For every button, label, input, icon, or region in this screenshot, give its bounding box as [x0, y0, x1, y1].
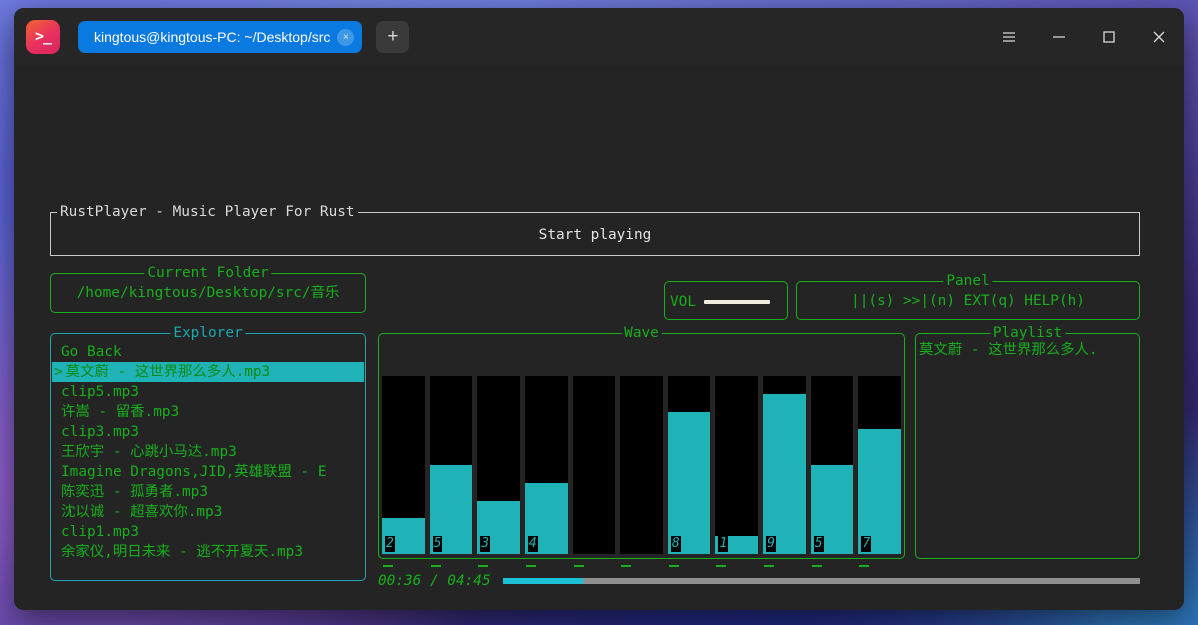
- explorer-item-label: Go Back: [61, 344, 122, 360]
- wave-bar-fill: [667, 411, 711, 554]
- explorer-item[interactable]: 王欣宇 - 心跳小马达.mp3: [52, 442, 364, 462]
- volume-panel[interactable]: VOL: [664, 281, 788, 320]
- wave-bar: 2: [382, 376, 425, 567]
- wave-title: Wave: [621, 324, 662, 342]
- explorer-item-label: 余家仪,明日未来 - 逃不开夏天.mp3: [61, 544, 303, 560]
- terminal-content: RustPlayer - Music Player For Rust Start…: [14, 66, 1184, 610]
- progress-fill: [502, 578, 583, 584]
- explorer-item[interactable]: clip3.mp3: [52, 422, 364, 442]
- wave-bar-value: 2: [385, 536, 395, 552]
- wave-bar-value: 8: [670, 536, 681, 552]
- explorer-item-label: 沈以诚 - 超喜欢你.mp3: [61, 504, 223, 520]
- app-title: RustPlayer - Music Player For Rust: [57, 203, 358, 221]
- explorer-item[interactable]: 沈以诚 - 超喜欢你.mp3: [52, 502, 364, 522]
- explorer-item-label: clip3.mp3: [61, 424, 139, 440]
- explorer-item[interactable]: clip1.mp3: [52, 522, 364, 542]
- new-tab-button[interactable]: +: [376, 21, 410, 53]
- wave-axis-tick: [383, 565, 393, 567]
- close-icon[interactable]: [1134, 8, 1184, 66]
- explorer-item-label: 王欣宇 - 心跳小马达.mp3: [61, 444, 237, 460]
- wave-bar: 9: [763, 376, 806, 567]
- wave-bar: [620, 376, 663, 567]
- explorer-item[interactable]: > 莫文蔚 - 这世界那么多人.mp3: [52, 362, 364, 382]
- terminal-app-icon: >_: [26, 20, 60, 54]
- selection-caret-icon: >: [54, 364, 63, 380]
- playlist-panel[interactable]: Playlist 莫文蔚 - 这世界那么多人.: [915, 324, 1140, 559]
- explorer-item-label: clip1.mp3: [61, 524, 139, 540]
- playlist-title: Playlist: [989, 324, 1066, 342]
- wave-axis-tick: [716, 565, 727, 567]
- explorer-item-label: Imagine Dragons,JID,英雄联盟 - E: [61, 464, 327, 480]
- wave-bar: [572, 376, 616, 567]
- wave-bar-value: 4: [527, 536, 538, 552]
- explorer-item-label: clip5.mp3: [61, 384, 139, 400]
- tab-title: kingtous@kingtous-PC: ~/Desktop/src: [94, 29, 331, 45]
- explorer-item[interactable]: 许嵩 - 留香.mp3: [52, 402, 364, 422]
- wave-axis-tick: [859, 565, 870, 567]
- wave-axis-tick: [478, 565, 489, 567]
- wave-axis-tick: [811, 565, 822, 567]
- explorer-item[interactable]: clip5.mp3: [52, 382, 364, 402]
- progress-track[interactable]: [502, 578, 1140, 584]
- app-header-panel: RustPlayer - Music Player For Rust Start…: [50, 203, 1140, 256]
- maximize-icon[interactable]: [1084, 8, 1134, 66]
- player-status-text: Start playing: [538, 227, 652, 243]
- wave-bar: 7: [858, 376, 902, 567]
- minimize-icon[interactable]: [1034, 8, 1084, 66]
- wave-bar-fill: [763, 393, 806, 554]
- wave-bar-value: 9: [766, 536, 776, 552]
- wave-axis-tick: [764, 565, 775, 567]
- explorer-item-label: 莫文蔚 - 这世界那么多人.mp3: [65, 364, 271, 380]
- volume-label: VOL: [670, 294, 696, 310]
- playback-time-text: 00:36 / 04:45: [378, 573, 491, 589]
- terminal-prompt-glyph: >_: [34, 27, 52, 45]
- wave-panel: Wave 2 5 3 4 8 1 9 5 7: [378, 324, 905, 567]
- playback-progress[interactable]: 00:36 / 04:45: [378, 571, 1140, 591]
- wave-axis-tick: [430, 565, 441, 567]
- shortcut-panel-title: Panel: [943, 272, 993, 290]
- menu-icon[interactable]: [984, 8, 1034, 66]
- current-folder-title: Current Folder: [144, 264, 272, 282]
- explorer-panel[interactable]: Explorer Go Back > 莫文蔚 - 这世界那么多人.mp3 clip5.…: [50, 324, 366, 581]
- wave-bar: 4: [524, 376, 568, 567]
- current-folder-panel: Current Folder /home/kingtous/Desktop/sr…: [50, 264, 366, 313]
- tab-strip: kingtous@kingtous-PC: ~/Desktop/src × +: [78, 21, 410, 53]
- window-controls: [984, 8, 1184, 66]
- wave-bar-value: 5: [432, 536, 443, 552]
- wave-axis-tick: [621, 565, 632, 567]
- wave-bar: 1: [715, 376, 759, 567]
- explorer-item[interactable]: Go Back: [52, 342, 364, 362]
- tab-close-icon[interactable]: ×: [337, 28, 355, 46]
- wave-bar: 3: [477, 376, 520, 567]
- volume-slider[interactable]: [704, 300, 770, 304]
- playlist-item[interactable]: 莫文蔚 - 这世界那么多人.: [919, 342, 1098, 358]
- explorer-list[interactable]: Go Back > 莫文蔚 - 这世界那么多人.mp3 clip5.mp3 许嵩 - 留…: [52, 342, 364, 570]
- volume-control[interactable]: VOL: [670, 292, 784, 312]
- explorer-item[interactable]: Imagine Dragons,JID,英雄联盟 - E: [52, 462, 364, 482]
- explorer-item-label: 陈奕迅 - 孤勇者.mp3: [61, 484, 208, 500]
- wave-bar-value: 7: [861, 536, 872, 552]
- terminal-window: >_ kingtous@kingtous-PC: ~/Desktop/src ×…: [14, 8, 1184, 610]
- current-folder-path: /home/kingtous/Desktop/src/音乐: [76, 285, 340, 301]
- wave-axis-tick: [573, 565, 584, 567]
- wave-bar-value: 5: [813, 536, 824, 552]
- wave-bar: 8: [667, 376, 711, 567]
- wave-axis-tick: [525, 565, 536, 567]
- shortcut-panel: Panel ||(s) >>|(n) EXT(q) HELP(h): [796, 272, 1140, 320]
- explorer-item[interactable]: 余家仪,明日未来 - 逃不开夏天.mp3: [52, 542, 364, 562]
- explorer-title: Explorer: [170, 324, 246, 342]
- explorer-item-label: 许嵩 - 留香.mp3: [61, 404, 180, 420]
- wave-bar: 5: [429, 376, 473, 567]
- wave-bar-chart: 2 5 3 4 8 1 9 5 7: [382, 338, 902, 567]
- wave-bar: 5: [810, 376, 854, 567]
- wave-bar-fill: [858, 429, 902, 554]
- wave-axis-tick: [668, 565, 679, 567]
- shortcut-keys-text[interactable]: ||(s) >>|(n) EXT(q) HELP(h): [851, 293, 1085, 309]
- explorer-item[interactable]: 陈奕迅 - 孤勇者.mp3: [52, 482, 364, 502]
- wave-bar-value: 3: [480, 536, 491, 552]
- title-bar: >_ kingtous@kingtous-PC: ~/Desktop/src ×…: [14, 8, 1184, 66]
- wave-bar-value: 1: [718, 536, 729, 552]
- tab-active[interactable]: kingtous@kingtous-PC: ~/Desktop/src ×: [78, 21, 363, 53]
